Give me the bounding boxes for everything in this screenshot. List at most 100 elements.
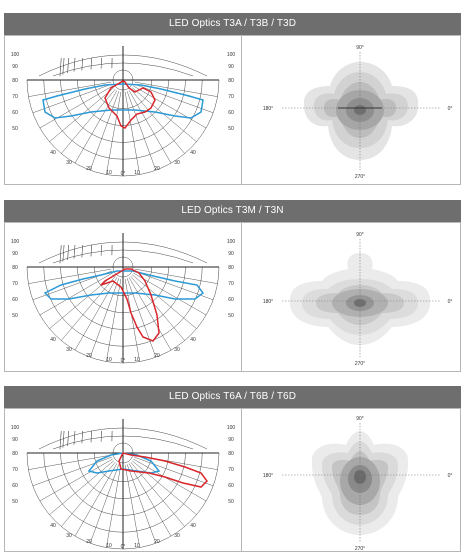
- iso-label-180: 180°: [263, 299, 273, 305]
- polar-scale-label: 30: [174, 533, 180, 539]
- polar-scale-label: 50: [228, 313, 234, 319]
- polar-scale-label: 70: [12, 281, 18, 287]
- polar-scale-label: 30: [66, 347, 72, 353]
- polar-scale-label: 90: [228, 64, 234, 70]
- polar-spoke: [90, 91, 119, 170]
- polar-scale-label: 40: [190, 150, 196, 156]
- polar-top-spoke: [91, 245, 92, 256]
- polar-scale-label: 30: [66, 160, 72, 166]
- polar-scale-label: 60: [12, 483, 18, 489]
- polar-scale-label: 100: [227, 425, 236, 431]
- polar-spoke: [33, 457, 112, 486]
- iso-label-90: 90°: [356, 232, 364, 238]
- curve-red: [105, 81, 155, 128]
- polar-scale-label: 0°: [121, 358, 126, 364]
- polar-spoke: [106, 465, 121, 548]
- iso-label-0: 0°: [448, 299, 453, 305]
- iso-label-90: 90°: [356, 45, 364, 51]
- iso-label-270: 270°: [355, 546, 365, 552]
- polar-spoke: [132, 461, 196, 515]
- polar-scale-label: 70: [12, 467, 18, 473]
- polar-scale-label: 20: [154, 353, 160, 359]
- polar-scale-label: 60: [228, 483, 234, 489]
- polar-scale-label: 50: [12, 313, 18, 319]
- polar-grid: [27, 46, 219, 176]
- panel-title: LED Optics T3M / T3N: [4, 200, 461, 222]
- polar-spoke: [131, 89, 185, 153]
- polar-spoke: [133, 459, 206, 501]
- polar-scale-label: 0°: [121, 171, 126, 177]
- polar-spoke: [106, 279, 121, 362]
- polar-scale-label: 40: [190, 523, 196, 529]
- iso-label-270: 270°: [355, 361, 365, 367]
- polar-scale-label: 80: [12, 78, 18, 84]
- polar-spoke: [61, 89, 115, 153]
- polar-spoke: [75, 463, 117, 536]
- polar-scale-label: 20: [86, 353, 92, 359]
- polar-scale-label: 10: [134, 543, 140, 549]
- polar-scale-label: 70: [228, 467, 234, 473]
- isolux-diagram: 90° 180° 0° 270°: [242, 223, 460, 371]
- polar-spoke: [127, 91, 156, 170]
- polar-scale-label: 60: [228, 110, 234, 116]
- isolux-contours: [304, 62, 418, 160]
- iso-label-0: 0°: [448, 473, 453, 479]
- polar-scale-label: 70: [228, 94, 234, 100]
- polar-scale-label: 40: [190, 337, 196, 343]
- isolux-diagram: 90° 180° 0° 270°: [242, 36, 460, 184]
- polar-scale-label: 30: [174, 347, 180, 353]
- polar-scale-label: 100: [227, 52, 236, 58]
- curve-red: [101, 269, 159, 341]
- polar-spoke: [127, 464, 156, 543]
- polar-scale-label: 20: [154, 166, 160, 172]
- polar-spoke: [125, 279, 140, 362]
- polar-scale-label: 30: [174, 160, 180, 166]
- polar-top-spoke: [91, 431, 92, 442]
- polar-spoke: [75, 277, 117, 350]
- polar-scale-label: 50: [228, 126, 234, 132]
- polar-spoke: [134, 457, 213, 486]
- polar-spoke: [28, 82, 111, 97]
- polar-scale-label: 70: [228, 281, 234, 287]
- polar-scale-label: 90: [228, 437, 234, 443]
- polar-scale-label: 10: [106, 357, 112, 363]
- polar-spoke: [133, 86, 206, 128]
- polar-spoke: [40, 86, 113, 128]
- polar-scale-label: 10: [134, 170, 140, 176]
- polar-spoke: [129, 463, 171, 536]
- polar-scale-label: 90: [12, 251, 18, 257]
- polar-scale-label: 90: [12, 437, 18, 443]
- panel-title: LED Optics T3A / T3B / T3D: [4, 13, 461, 35]
- panel-title: LED Optics T6A / T6B / T6D: [4, 386, 461, 408]
- polar-scale-label: 30: [66, 533, 72, 539]
- polar-scale-label: 60: [228, 297, 234, 303]
- polar-scale-label: 100: [227, 239, 236, 245]
- polar-spoke: [75, 90, 117, 163]
- polar-scale-label: 80: [12, 451, 18, 457]
- polar-spoke: [129, 90, 171, 163]
- isolux-diagram: 90° 180° 0° 270°: [242, 409, 460, 553]
- polar-scale-label: 20: [86, 166, 92, 172]
- polar-spoke: [61, 276, 115, 340]
- iso-label-0: 0°: [448, 106, 453, 112]
- polar-scale-label: 40: [50, 150, 56, 156]
- polar-scale-label: 40: [50, 337, 56, 343]
- polar-scale-label: 50: [12, 126, 18, 132]
- iso-label-180: 180°: [263, 473, 273, 479]
- polar-scale-label: 50: [228, 499, 234, 505]
- polar-grid: [27, 233, 219, 363]
- polar-scale-label: 80: [12, 265, 18, 271]
- polar-spoke: [28, 269, 111, 284]
- polar-scale-label: 20: [86, 539, 92, 545]
- polar-spoke: [49, 461, 113, 515]
- polar-spoke: [90, 278, 119, 357]
- polar-scale-label: 0°: [121, 544, 126, 550]
- polar-scale-label: 10: [106, 543, 112, 549]
- polar-spoke: [40, 459, 113, 501]
